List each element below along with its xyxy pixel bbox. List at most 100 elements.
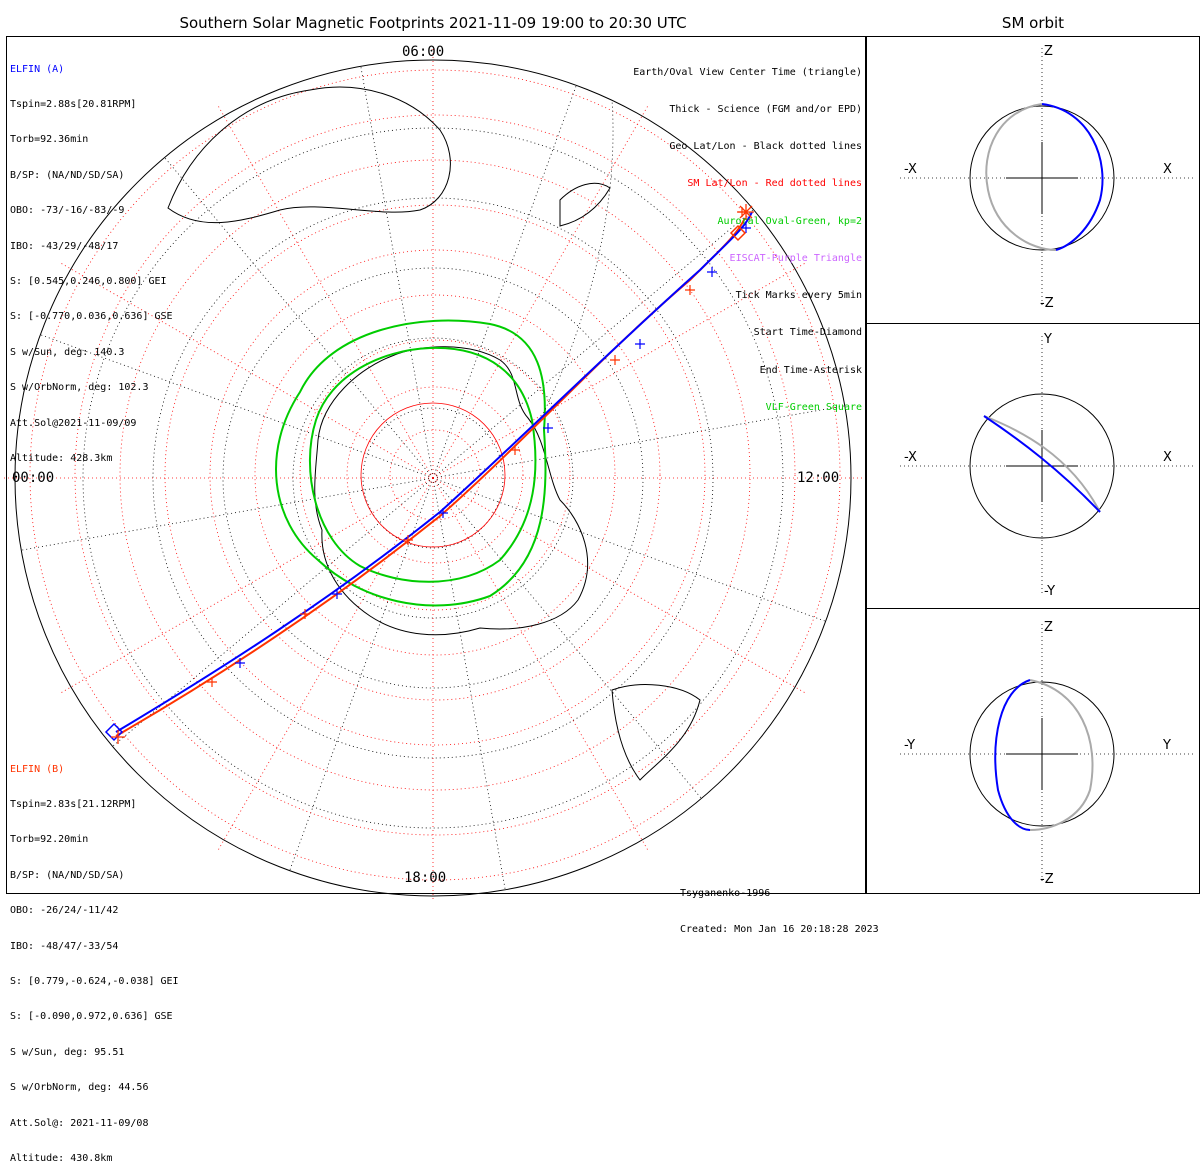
elfin-b-line: Tspin=2.83s[21.12RPM] <box>10 798 137 810</box>
elfin-b-line: S w/Sun, deg: 95.51 <box>10 1046 125 1058</box>
elfin-b-line: IBO: -48/47/-33/54 <box>10 940 119 952</box>
geo-meridian <box>360 66 434 479</box>
sm-meridian <box>432 477 806 694</box>
geo-meridian <box>432 209 754 479</box>
elfin-a-tick <box>741 223 751 233</box>
panel-divider <box>866 608 1200 609</box>
sm-lat-circle <box>389 429 481 521</box>
elfin-b-name: ELFIN (B) <box>10 763 65 775</box>
panel-divider <box>866 323 1200 324</box>
geo-meridian <box>164 157 434 479</box>
elfin-b-line: Torb=92.20min <box>10 834 89 846</box>
elfin-a-line: IBO: -43/29/-48/17 <box>10 240 119 252</box>
geo-meridian <box>21 477 434 551</box>
earth-circle <box>969 105 1115 251</box>
mlt-label-18: 18:00 <box>404 870 447 886</box>
mlt-label-12: 12:00 <box>797 470 840 486</box>
geo-meridian <box>40 334 434 479</box>
legend-entry: EISCAT-Purple Triangle <box>729 252 862 264</box>
orbit-gray <box>983 415 1101 513</box>
sm-lat-circle <box>164 204 706 746</box>
elfin-b-tick <box>685 285 695 295</box>
sm-lat-circle <box>299 339 571 611</box>
legend-entry: Geo Lat/Lon - Black dotted lines <box>669 141 862 153</box>
panel1-left-label: -X <box>904 162 917 177</box>
geo-lat-circle <box>82 127 784 829</box>
elfin-a-track <box>115 211 753 733</box>
map-boundary <box>14 59 852 897</box>
mlt-label-00: 00:00 <box>12 470 55 486</box>
elfin-a-tick <box>635 339 645 349</box>
elfin-a-tick <box>438 508 448 518</box>
elfin-a-line: B/SP: (NA/ND/SD/SA) <box>10 169 125 181</box>
legend: Earth/Oval View Center Time (triangle) T… <box>633 42 862 427</box>
panel3-top-label: Z <box>1044 620 1053 635</box>
geo-meridian <box>432 477 506 890</box>
elfin-b-tick <box>610 355 620 365</box>
sm-lat-circle <box>119 159 751 791</box>
elfin-b-start-diamond <box>729 224 747 242</box>
elfin-a-line: S w/OrbNorm, deg: 102.3 <box>10 382 149 394</box>
panel2-right-label: X <box>1163 450 1172 465</box>
chart-title: Southern Solar Magnetic Footprints 2021-… <box>179 14 687 32</box>
footprint-plot-frame <box>6 36 866 894</box>
elfin-a-line: Tspin=2.88s[20.81RPM] <box>10 98 137 110</box>
elfin-b-line: S w/OrbNorm, deg: 44.56 <box>10 1082 149 1094</box>
elfin-a-line: S: [0.545,0.246,0.800] GEI <box>10 275 167 287</box>
legend-entry: Auroral Oval-Green, kp=2 <box>717 215 863 227</box>
panel3-right-label: Y <box>1163 738 1171 753</box>
new-zealand-coastline <box>559 182 611 227</box>
geo-lat-circle <box>362 407 504 549</box>
sm-lat-circle <box>346 386 524 564</box>
elfin-a-tick <box>235 658 245 668</box>
elfin-b-line: OBO: -26/24/-11/42 <box>10 905 119 917</box>
elfin-b-info: ELFIN (B) Tspin=2.83s[21.12RPM] Torb=92.… <box>10 740 179 1176</box>
geo-meridian <box>432 405 845 479</box>
panel1-bottom-label: -Z <box>1040 296 1054 311</box>
australia-coastline <box>167 86 451 224</box>
elfin-b-end-marker <box>111 730 125 744</box>
elfin-b-line: S: [0.779,-0.624,-0.038] GEI <box>10 975 179 987</box>
panel1-right-label: X <box>1163 162 1172 177</box>
antarctica-coastline <box>314 346 588 636</box>
orbit-gray <box>985 103 1057 251</box>
model-name: Tsyganenko-1996 <box>680 888 771 899</box>
elfin-b-end-asterisk <box>738 204 754 220</box>
legend-entry: End Time-Asterisk <box>759 364 862 376</box>
elfin-b-tick <box>510 445 520 455</box>
elfin-a-line: S: [-0.770,0.036,0.636] GSE <box>10 311 173 323</box>
elfin-b-tick <box>403 535 413 545</box>
elfin-a-line: Altitude: 428.3km <box>10 452 113 464</box>
elfin-a-line: S w/Sun, deg: 140.3 <box>10 346 125 358</box>
elfin-b-tick <box>300 609 310 619</box>
panel2-bottom-label: -Y <box>1044 584 1056 599</box>
earth-circle <box>969 393 1115 539</box>
auroral-oval-outer <box>275 319 547 607</box>
orbit-gray <box>1029 679 1094 831</box>
elfin-b-line: B/SP: (NA/ND/SD/SA) <box>10 869 125 881</box>
legend-entry: Start Time-Diamond <box>753 327 862 339</box>
orbit-elfin-a <box>1041 103 1104 251</box>
panel3-left-label: -Y <box>904 738 916 753</box>
geo-meridian <box>432 477 826 622</box>
elfin-b-line: Att.Sol@: 2021-11-09/08 <box>10 1117 149 1129</box>
geo-meridian <box>289 477 434 871</box>
terminator-line <box>539 99 614 421</box>
geo-meridian <box>432 477 702 799</box>
panel2-left-label: -X <box>904 450 917 465</box>
auroral-oval-inner <box>309 346 537 583</box>
legend-entry: SM Lat/Lon - Red dotted lines <box>687 178 862 190</box>
mlt-label-06: 06:00 <box>402 44 445 60</box>
elfin-a-tick <box>332 589 342 599</box>
sm-lat-circle <box>29 69 841 881</box>
footprint-map <box>3 48 1196 900</box>
elfin-b-line: S: [-0.090,0.972,0.636] GSE <box>10 1011 173 1023</box>
credits: Tsyganenko-1996 Created: Mon Jan 16 20:1… <box>680 864 879 948</box>
panel2-top-label: Y <box>1044 332 1052 347</box>
earth-circle <box>969 681 1115 827</box>
sm-meridian <box>217 477 434 851</box>
created-timestamp: Created: Mon Jan 16 20:18:28 2023 <box>680 924 879 935</box>
legend-entry: Tick Marks every 5min <box>735 290 862 302</box>
orbit-elfin-a <box>994 679 1031 831</box>
elfin-a-start-diamond <box>104 722 124 742</box>
